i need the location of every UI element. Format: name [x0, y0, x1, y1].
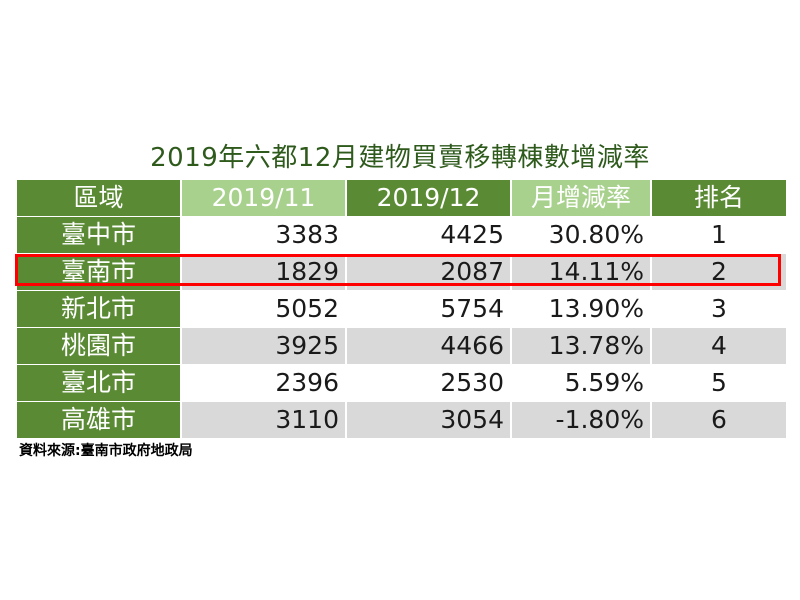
table-cell-rate: 13.90% — [512, 291, 650, 327]
header-2019-12: 2019/12 — [347, 180, 510, 216]
table-row-region: 高雄市 — [17, 402, 180, 438]
table-cell-nov: 3383 — [182, 217, 345, 253]
table-cell-rate: 5.59% — [512, 365, 650, 401]
table-row-region: 臺中市 — [17, 217, 180, 253]
source-note: 資料來源:臺南市政府地政局 — [19, 443, 193, 459]
table-cell-dec: 5754 — [347, 291, 510, 327]
table-cell-dec: 2530 — [347, 365, 510, 401]
header-monthly-rate: 月增減率 — [512, 180, 650, 216]
table-cell-nov: 2396 — [182, 365, 345, 401]
table-cell-rate: 14.11% — [512, 254, 650, 290]
table-cell-rank: 1 — [652, 217, 786, 253]
table-cell-rank: 4 — [652, 328, 786, 364]
table-cell-nov: 1829 — [182, 254, 345, 290]
table-cell-rank: 6 — [652, 402, 786, 438]
table-row-region: 臺北市 — [17, 365, 180, 401]
header-rank: 排名 — [652, 180, 786, 216]
table-cell-dec: 2087 — [347, 254, 510, 290]
table-cell-nov: 3110 — [182, 402, 345, 438]
table-cell-rate: -1.80% — [512, 402, 650, 438]
table-cell-rank: 3 — [652, 291, 786, 327]
table-cell-rate: 13.78% — [512, 328, 650, 364]
table-cell-nov: 3925 — [182, 328, 345, 364]
table-title: 2019年六都12月建物買賣移轉棟數增減率 — [150, 143, 650, 173]
table-cell-rank: 5 — [652, 365, 786, 401]
header-2019-11: 2019/11 — [182, 180, 345, 216]
table-row-region: 新北市 — [17, 291, 180, 327]
header-region: 區域 — [17, 180, 180, 216]
table-cell-dec: 3054 — [347, 402, 510, 438]
table-cell-dec: 4466 — [347, 328, 510, 364]
table-cell-rate: 30.80% — [512, 217, 650, 253]
table-row-region: 臺南市 — [17, 254, 180, 290]
table-row-region: 桃園市 — [17, 328, 180, 364]
table-cell-rank: 2 — [652, 254, 786, 290]
data-table: 區域 2019/11 2019/12 月增減率 排名 臺中市 3383 4425… — [17, 180, 786, 438]
table-cell-dec: 4425 — [347, 217, 510, 253]
table-cell-nov: 5052 — [182, 291, 345, 327]
